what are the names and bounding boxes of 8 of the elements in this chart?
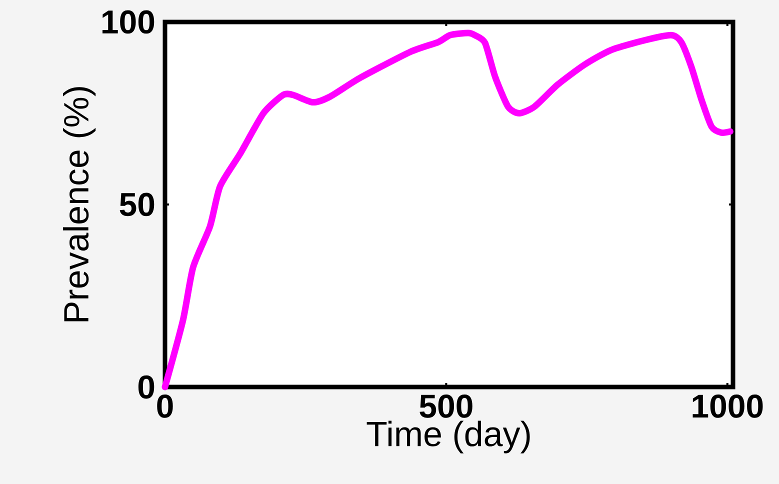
y-axis-title: Prevalence (%) bbox=[62, 87, 96, 322]
y-tick-label: 50 bbox=[120, 192, 154, 216]
y-tick-label: 0 bbox=[138, 375, 154, 399]
x-tick-label: 500 bbox=[420, 394, 472, 418]
x-axis-title: Time (day) bbox=[366, 420, 530, 454]
y-tick-label: 100 bbox=[102, 10, 154, 34]
x-tick-label: 1000 bbox=[692, 394, 763, 418]
x-tick-label: 0 bbox=[157, 394, 173, 418]
